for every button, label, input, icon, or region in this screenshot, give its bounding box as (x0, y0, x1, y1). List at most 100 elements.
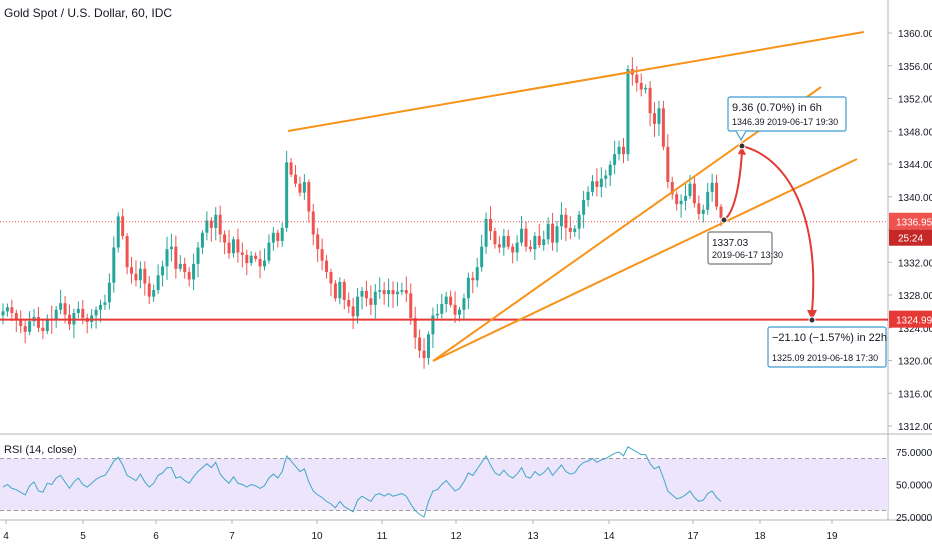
candle-body (130, 267, 134, 274)
candle-body (551, 223, 555, 243)
time-tick-label: 12 (450, 531, 462, 542)
candle-body (41, 327, 45, 332)
candle-body (449, 296, 453, 305)
candle-body (302, 182, 306, 193)
candle-body (231, 239, 235, 254)
callout-drop-label: −21.10 (−1.57%) in 22h (772, 332, 887, 344)
price-tick-label: 1340.00 (898, 193, 932, 204)
candle-body (103, 302, 107, 305)
projection-arrow-up (723, 151, 743, 221)
candle-body (5, 307, 9, 312)
candle-body (329, 272, 333, 284)
candle-body (14, 313, 18, 320)
candle-body (271, 232, 275, 243)
candle-body (161, 266, 165, 276)
candle-body (422, 350, 426, 359)
candle-body (515, 242, 519, 253)
candle-body (214, 214, 218, 228)
price-tick-label: 1324.00 (898, 324, 932, 335)
candle-body (590, 181, 594, 192)
candle-body (373, 291, 377, 305)
price-tick-label: 1316.00 (898, 389, 932, 400)
candle-body (719, 206, 723, 219)
projection-point (720, 216, 728, 224)
candle-body (54, 309, 58, 321)
candle-body (431, 315, 435, 335)
candle-body (240, 252, 244, 255)
candle-body (351, 306, 355, 317)
projection-arrowhead-down (807, 310, 817, 320)
time-tick-label: 13 (527, 531, 539, 542)
callout-rise-label: 9.36 (0.70%) in 6h (732, 102, 822, 114)
candle-body (524, 228, 528, 247)
candle-body (63, 303, 67, 315)
candle-body (497, 244, 501, 248)
price-tick-label: 1320.00 (898, 357, 932, 368)
candle-body (608, 164, 612, 176)
candle-body (347, 299, 351, 307)
callout-low-sub: 2019-06-17 13:30 (712, 250, 783, 260)
candle-body (169, 246, 173, 250)
candle-body (586, 191, 590, 201)
callout-rise-box (727, 96, 847, 132)
candle-body (573, 228, 577, 232)
candle-body (484, 218, 488, 247)
candle-body (489, 218, 493, 232)
candle-body (418, 337, 422, 351)
candle-body (582, 200, 586, 215)
time-tick-label: 10 (311, 531, 323, 542)
callout-rise: 9.36 (0.70%) in 6h 1346.39 2019-06-17 19:… (727, 96, 847, 132)
candle-body (648, 87, 652, 114)
callout-drop-sub: 1325.09 2019-06-18 17:30 (772, 353, 878, 363)
candle-body (364, 290, 368, 299)
projection-point (738, 142, 746, 150)
candle-body (710, 182, 714, 192)
candle-body (116, 216, 120, 248)
candle-body (143, 268, 147, 284)
candle-body (537, 236, 541, 246)
candle-body (670, 182, 674, 195)
rsi-tick-label: 75.0000 (896, 448, 932, 459)
countdown-badge (889, 229, 932, 246)
candle-body (666, 146, 670, 183)
candle-body (528, 246, 532, 250)
callout-rise-sub: 1346.39 2019-06-17 19:30 (732, 117, 838, 127)
candle-body (258, 258, 262, 267)
time-tick-label: 5 (80, 531, 86, 542)
candle-body (325, 260, 329, 273)
projection-arrow-down (741, 145, 815, 313)
candle-body (684, 195, 688, 201)
callout-drop-box (767, 326, 887, 368)
candle-body (147, 283, 151, 297)
time-tick-label: 7 (229, 531, 235, 542)
candle-body (10, 307, 14, 314)
candle-body (692, 183, 696, 204)
candle-body (262, 260, 266, 267)
candle-body (369, 298, 373, 305)
candle-body (506, 236, 510, 247)
candle-body (187, 272, 191, 280)
candle-body (444, 296, 448, 305)
candle-body (471, 277, 475, 281)
candle-body (294, 174, 298, 184)
candle-body (316, 234, 320, 250)
current-price-label: 1336.95 (896, 218, 932, 229)
candle-body (701, 209, 705, 214)
time-tick-label: 14 (603, 531, 615, 542)
time-tick-label: 17 (687, 531, 699, 542)
target-price-badge (889, 310, 932, 328)
candle-body (289, 162, 293, 175)
rsi-label: RSI (14, close) (4, 444, 77, 456)
price-tick-label: 1312.00 (898, 422, 932, 433)
candle-body (125, 236, 129, 268)
trendline-wedge-upper (432, 86, 822, 362)
candle-body (138, 268, 142, 281)
candle-body (121, 216, 125, 237)
candle-body (378, 290, 382, 292)
candle-body (675, 194, 679, 205)
trendline-wedge-lower (432, 158, 858, 362)
callout-low-box (707, 231, 773, 265)
candle-body (178, 263, 182, 269)
